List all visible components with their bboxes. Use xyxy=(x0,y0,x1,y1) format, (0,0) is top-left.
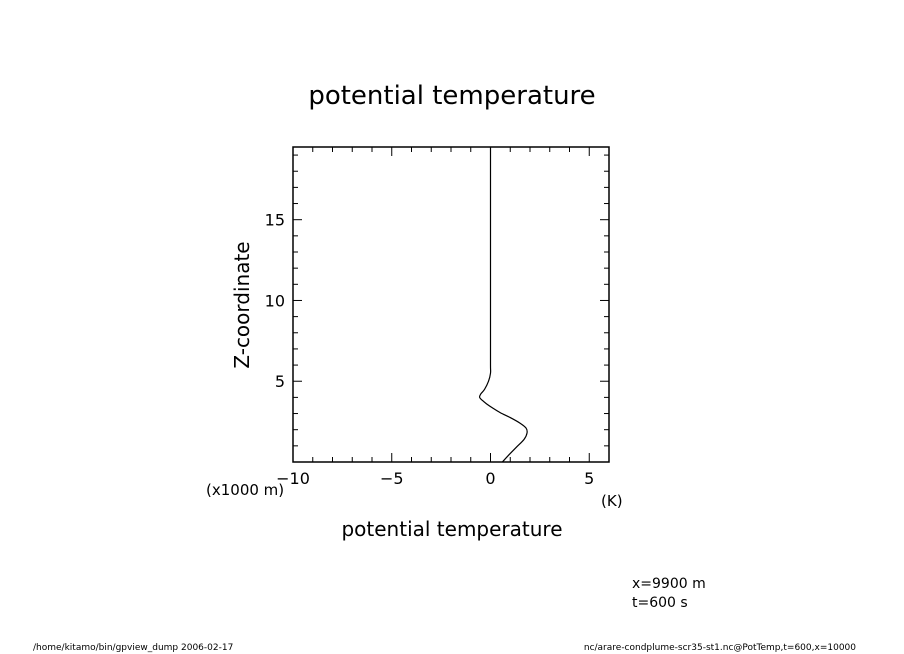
footer-right: nc/arare-condplume-scr35-st1.nc@PotTemp,… xyxy=(584,643,856,653)
y-tick-label: 10 xyxy=(265,291,285,310)
position-annotation: x=9900 m xyxy=(632,576,706,592)
y-unit-label: (x1000 m) xyxy=(206,481,284,499)
y-axis-label: Z-coordinate xyxy=(230,241,254,368)
chart-title: potential temperature xyxy=(308,81,595,111)
x-tick-label: 5 xyxy=(584,469,594,488)
y-ticks xyxy=(293,154,609,447)
x-tick-label: −5 xyxy=(380,469,404,488)
plot-frame xyxy=(292,146,610,463)
footer-left: /home/kitamo/bin/gpview_dump 2006-02-17 xyxy=(33,643,233,653)
x-axis-label: potential temperature xyxy=(341,517,562,541)
x-tick-label: 0 xyxy=(485,469,495,488)
x-unit-label: (K) xyxy=(601,492,623,510)
y-tick-label: 5 xyxy=(275,372,285,391)
y-tick-label: 15 xyxy=(265,211,285,230)
x-ticks xyxy=(292,147,610,462)
x-tick-label: −10 xyxy=(276,469,310,488)
series-line xyxy=(478,147,528,463)
time-annotation: t=600 s xyxy=(632,595,688,611)
x-tick-labels: −10 −5 0 5 xyxy=(276,469,594,488)
y-tick-labels: 5 10 15 xyxy=(265,211,285,392)
